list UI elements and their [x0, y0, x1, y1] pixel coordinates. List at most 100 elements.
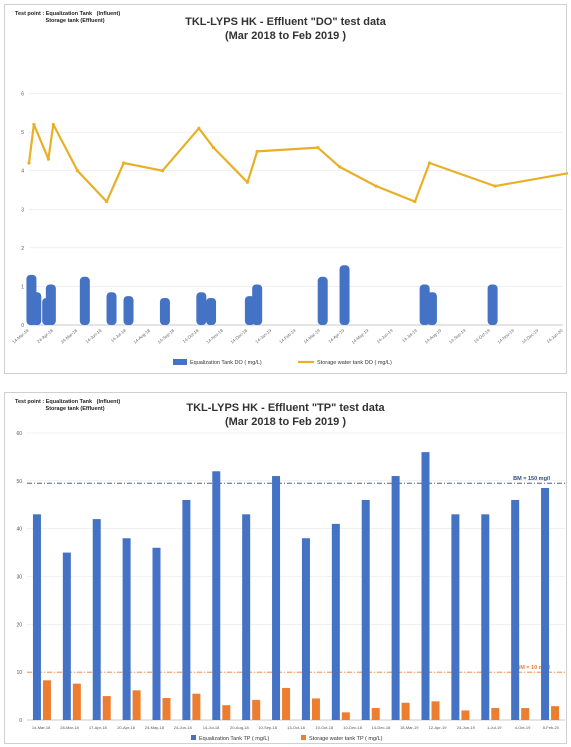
- tp-chart-plot: 0 10 20 30 40 50 60 BM = 150 mg/l BM = 10 mg/l 14…: [16, 431, 565, 742]
- tp-storage-tank-bar: [431, 701, 440, 720]
- do-eq-tank-bar: [339, 265, 350, 325]
- do-storage-point: [75, 169, 80, 173]
- do-storage-point: [27, 161, 31, 165]
- do-storage-point: [51, 122, 55, 127]
- tp-eq-tank-bar: [32, 514, 41, 720]
- tp-x-tick-label: 1-Jul-19: [487, 725, 502, 730]
- tp-storage-tank-bar: [72, 683, 81, 720]
- do-x-tick-label: 14-Nov-18: [205, 328, 224, 345]
- tp-y-tick-label: 50: [16, 479, 22, 485]
- do-x-tick-label: 14-Jan-19: [254, 328, 273, 345]
- tp-eq-tank-bar: [481, 514, 490, 720]
- do-x-tick-label: 14-Sep-19: [448, 328, 467, 345]
- tp-x-tick-label: 13-Oct-18: [287, 725, 306, 730]
- do-storage-point: [32, 122, 36, 127]
- do-storage-point: [493, 184, 497, 188]
- tp-x-tick-label: 5-Feb-20: [543, 725, 560, 730]
- tp-test-point-note: Test point : Equalization Tank (Influent…: [15, 399, 121, 412]
- do-eq-tank-bar: [252, 284, 263, 325]
- do-y-tick-label: 6: [21, 92, 24, 98]
- do-x-tick-label: 14-Mar-19: [303, 328, 322, 345]
- tp-y-tick-label: 20: [16, 622, 22, 628]
- do-eq-tank-bar: [487, 284, 498, 325]
- do-storage-point: [197, 126, 201, 130]
- tp-chart-title: TKL-LYPS HK - Effluent "TP" test data: [186, 402, 385, 414]
- do-x-tick-label: 14-Nov-19: [497, 328, 516, 345]
- tp-legend-swatch-storage: [301, 735, 306, 740]
- do-chart-title: TKL-LYPS HK - Effluent "DO" test data: [185, 16, 386, 28]
- tp-eq-tank-bar: [62, 552, 71, 720]
- tp-chart-panel: Test point : Equalization Tank (Influent…: [4, 392, 567, 744]
- tp-eq-tank-bar: [212, 471, 221, 720]
- tp-x-tick-label: 20-Apr-18: [117, 725, 136, 730]
- do-chart-subtitle: (Mar 2018 to Feb 2019 ): [224, 30, 347, 42]
- tp-x-tick-label: 17-Apr-18: [89, 725, 108, 730]
- tp-storage-tank-bar: [222, 705, 231, 720]
- tp-storage-tank-bar: [252, 699, 261, 720]
- tp-eq-tank-bar: [541, 488, 550, 720]
- do-eq-tank-bar: [79, 276, 90, 325]
- tp-x-tick-label: 24-Jun-18: [174, 725, 193, 730]
- do-eq-tank-bar: [196, 292, 207, 325]
- tp-x-tick-label: 28-Mar-18: [60, 725, 79, 730]
- do-y-tick-label: 0: [21, 323, 24, 329]
- tp-storage-tank-bar: [521, 708, 530, 720]
- do-storage-line: [27, 123, 568, 203]
- tp-storage-tank-bar: [491, 708, 500, 720]
- do-x-tick-label: 14-May-19: [351, 328, 370, 345]
- tp-legend-label-storage: Storage water tank TP ( mg/L): [309, 736, 383, 742]
- do-x-tick-label: 14-Mar-18: [11, 328, 30, 345]
- do-x-tick-label: 14-Jun-19: [376, 328, 395, 345]
- do-y-tick-label: 3: [21, 207, 24, 213]
- do-x-tick-label: 14-Oct-18: [182, 328, 200, 345]
- tp-storage-tank-bar: [42, 680, 51, 720]
- tp-storage-tank-bar: [311, 698, 320, 720]
- tp-storage-tank-bar: [102, 696, 111, 720]
- do-eq-tank-bar: [31, 292, 42, 325]
- do-storage-point: [338, 165, 342, 169]
- do-y-tick-label: 4: [21, 169, 24, 175]
- do-x-tick-label: 14-Jan-20: [546, 328, 565, 345]
- tp-legend-label-eq: Equalization Tank TP ( mg/L): [199, 736, 269, 742]
- do-x-tick-label: 14-Jul-18: [110, 328, 127, 344]
- do-storage-point: [427, 161, 432, 165]
- do-x-tick-label: 24-Apr-18: [36, 328, 54, 345]
- tp-legend-swatch-eq: [191, 735, 196, 740]
- tp-storage-tank-bar: [371, 708, 380, 720]
- tp-x-tick-label: 20-Aug-18: [230, 725, 249, 730]
- tp-x-tick-label: 14-Mar-18: [32, 725, 51, 730]
- tp-chart-subtitle: (Mar 2018 to Feb 2019 ): [224, 416, 347, 428]
- tp-storage-tank-bar: [282, 687, 291, 720]
- do-x-tick-label: 14-Oct-19: [473, 328, 491, 345]
- do-x-tick-label: 14-Apr-19: [327, 328, 345, 345]
- tp-eq-tank-bar: [361, 499, 370, 720]
- tp-x-tick-label: 10-Sep-18: [258, 725, 277, 730]
- tp-x-tick-label: 10-Oct-18: [315, 725, 334, 730]
- do-chart-panel: Test point : Equalization Tank (Influent…: [4, 4, 568, 374]
- tp-y-tick-label: 10: [16, 670, 22, 676]
- tp-storage-tank-bar: [551, 706, 560, 720]
- tp-x-tick-label: 14-Dec-18: [372, 725, 391, 730]
- do-storage-point: [211, 145, 216, 150]
- tp-eq-tank-bar: [331, 523, 340, 720]
- tp-storage-tank-bar: [132, 690, 141, 720]
- tp-x-tick-label: 14-Jul-18: [203, 725, 220, 730]
- do-x-tick-label: 14-Feb-19: [278, 328, 297, 345]
- tp-eq-tank-bar: [451, 514, 460, 720]
- tp-y-tick-label: 0: [19, 718, 22, 724]
- tp-eq-tank-bar: [152, 547, 161, 720]
- tp-y-tick-label: 30: [16, 575, 22, 581]
- tp-eq-tank-bar: [391, 476, 400, 720]
- tp-x-tick-label: 24-May-18: [145, 725, 165, 730]
- tp-eq-tank-bar: [272, 476, 281, 720]
- do-legend-swatch-eq: [173, 359, 187, 365]
- do-storage-point: [122, 161, 126, 165]
- do-x-tick-label: 14-Jun-18: [84, 328, 103, 345]
- tp-x-tick-label: 12-Apr-19: [429, 725, 448, 730]
- tp-storage-tank-bar: [192, 693, 201, 720]
- do-y-tick-label: 1: [21, 284, 24, 290]
- do-chart-plot: 0 1 2 3 4 5 6 14-Mar-18 24-Apr-18 24-Mar-18 14-Jun…: [11, 92, 568, 366]
- do-legend-label-storage: Storage water tank DO ( mg/L): [317, 360, 392, 366]
- do-storage-point: [374, 184, 378, 188]
- do-eq-tank-bar: [106, 292, 117, 325]
